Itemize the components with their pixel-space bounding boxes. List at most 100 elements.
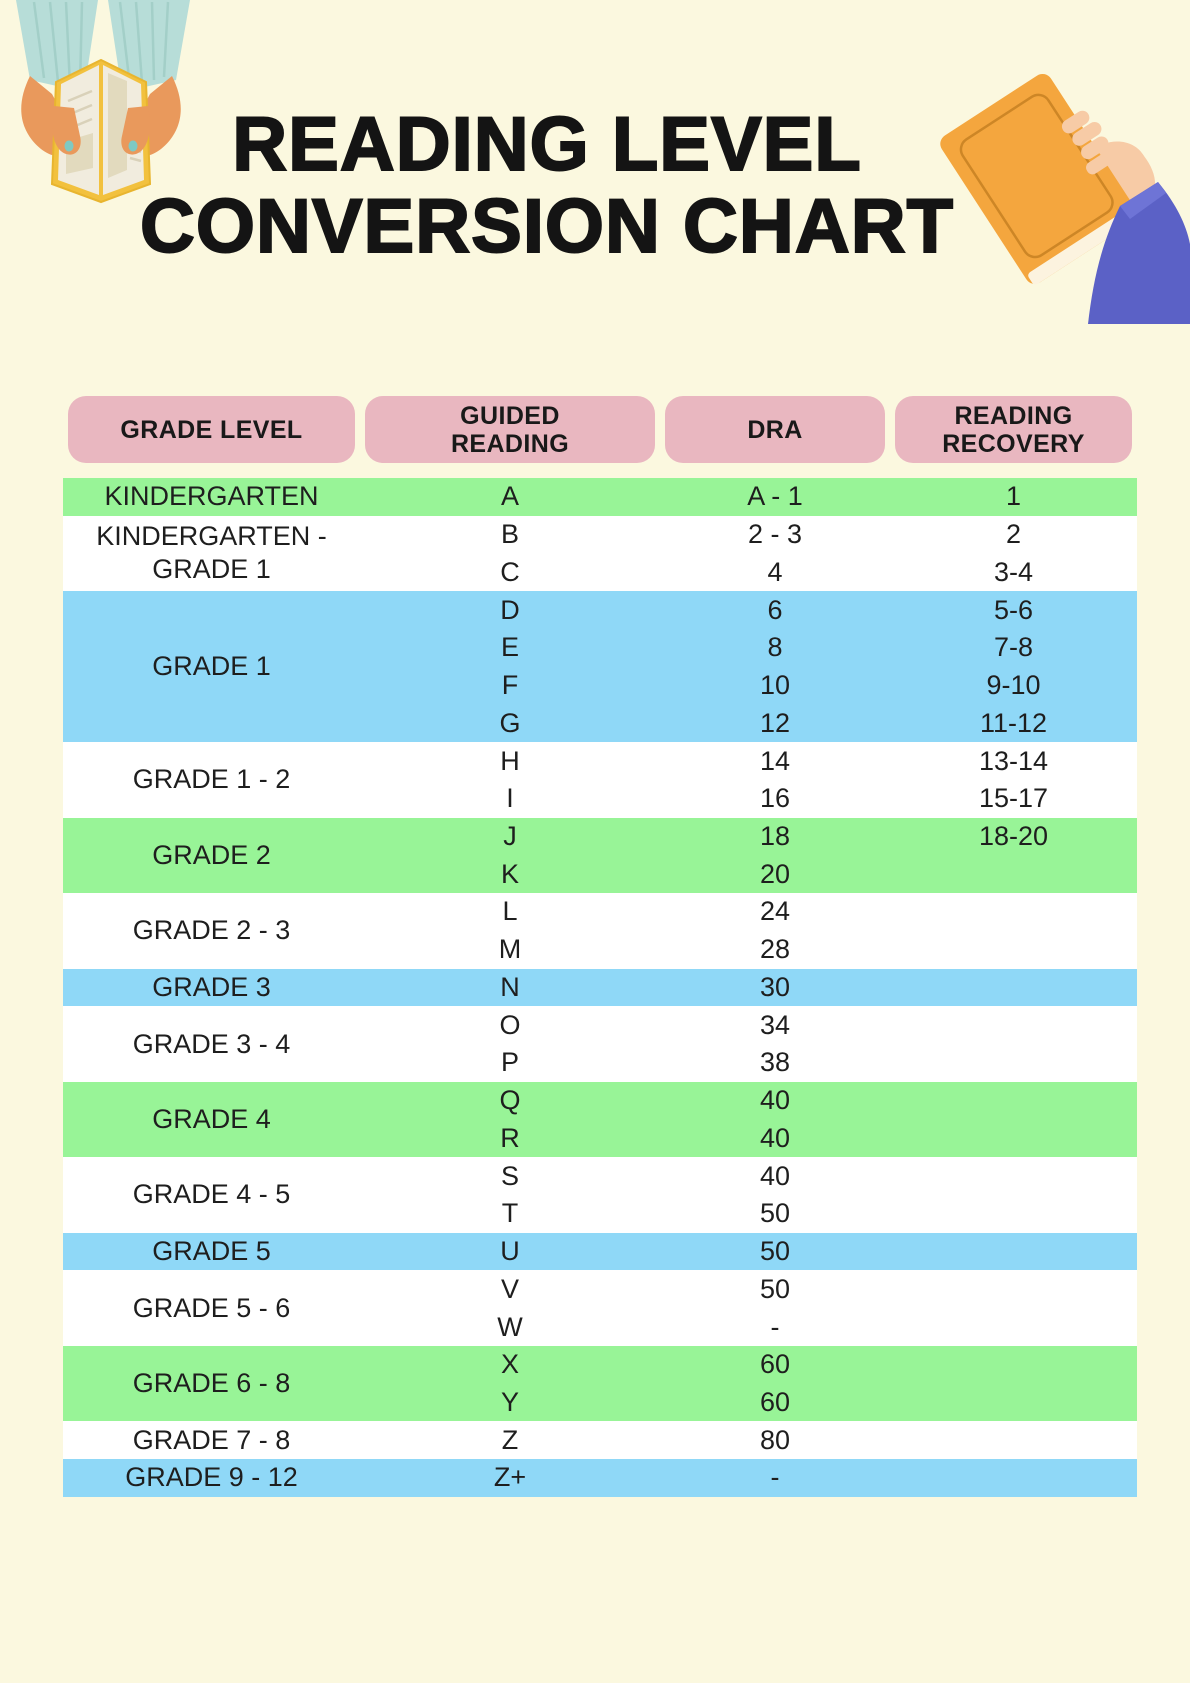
guided-reading-value: T bbox=[501, 1198, 519, 1229]
grade-level-label: GRADE 3 bbox=[152, 971, 271, 1002]
grade-cell: GRADE 2 - 3 bbox=[63, 893, 360, 968]
page-title: READING LEVEL CONVERSION CHART bbox=[0, 102, 1094, 269]
guided-reading-column: Z+ bbox=[360, 1459, 660, 1497]
guided-reading-value: C bbox=[500, 556, 520, 587]
table-group: GRADE 3 - 4 O P 34 38 bbox=[63, 1006, 1137, 1082]
reading-recovery-value: 1 bbox=[1005, 481, 1022, 512]
grade-cell: GRADE 5 bbox=[63, 1233, 360, 1271]
reading-recovery-column bbox=[890, 1082, 1137, 1157]
reading-recovery-value: 13-14 bbox=[978, 745, 1049, 776]
guided-reading-value: P bbox=[500, 1047, 519, 1078]
table-group: GRADE 4 - 5 S T 40 50 bbox=[63, 1157, 1137, 1233]
dra-value: 20 bbox=[759, 858, 791, 889]
hand-holding-book-illustration bbox=[940, 73, 1190, 324]
reading-recovery-value bbox=[890, 1459, 1137, 1497]
dra-column: 80 bbox=[660, 1421, 890, 1459]
dra-column: 6 8 10 12 bbox=[660, 591, 890, 742]
reading-recovery-column: 18-20 bbox=[890, 818, 1137, 893]
dra-column: A - 1 bbox=[660, 478, 890, 516]
dra-value: 30 bbox=[759, 971, 791, 1002]
grade-level-label: GRADE 1 - 2 bbox=[132, 764, 291, 795]
dra-column: 50 - bbox=[660, 1270, 890, 1345]
guided-reading-column: U bbox=[360, 1233, 660, 1271]
header-grade-level: GRADE LEVEL bbox=[68, 396, 355, 463]
grade-cell: GRADE 3 bbox=[63, 969, 360, 1007]
hands-holding-open-book-illustration bbox=[16, 0, 190, 204]
reading-recovery-value: 11-12 bbox=[979, 707, 1048, 738]
guided-reading-value: I bbox=[506, 783, 514, 814]
dra-value: 2 - 3 bbox=[747, 519, 803, 550]
guided-reading-value: L bbox=[502, 896, 518, 927]
reading-recovery-value: 15-17 bbox=[978, 783, 1049, 814]
reading-recovery-column: 5-6 7-8 9-10 11-12 bbox=[890, 591, 1137, 742]
reading-recovery-value bbox=[890, 1082, 1137, 1120]
reading-recovery-value: 9-10 bbox=[986, 670, 1041, 701]
reading-recovery-value bbox=[890, 1308, 1137, 1346]
reading-recovery-column bbox=[890, 893, 1137, 968]
grade-level-label: GRADE 4 - 5 bbox=[132, 1179, 291, 1210]
dra-column: 24 28 bbox=[660, 893, 890, 968]
dra-value: 28 bbox=[759, 934, 791, 965]
title-line-1: READING LEVEL bbox=[231, 102, 862, 187]
table-group: GRADE 9 - 12 Z+ - bbox=[63, 1459, 1137, 1497]
reading-recovery-column bbox=[890, 1157, 1137, 1232]
reading-recovery-column: 13-14 15-17 bbox=[890, 742, 1137, 817]
dra-value: 80 bbox=[759, 1424, 791, 1455]
dra-value: 40 bbox=[759, 1160, 791, 1191]
grade-cell: KINDERGARTEN bbox=[63, 478, 360, 516]
table-group: KINDERGARTEN A A - 1 1 bbox=[63, 478, 1137, 516]
table-group: GRADE 5 U 50 bbox=[63, 1232, 1137, 1271]
guided-reading-column: N bbox=[360, 969, 660, 1007]
reading-recovery-value bbox=[890, 1384, 1137, 1422]
grade-level-label: GRADE 5 - 6 bbox=[132, 1292, 291, 1323]
reading-recovery-column bbox=[890, 1270, 1137, 1345]
table-group: GRADE 1 D E F G 6 8 10 12 5-6 7-8 9-10 11-12 bbox=[63, 591, 1137, 743]
header-reading-recovery: READING RECOVERY bbox=[895, 396, 1132, 463]
reading-recovery-value: 3-4 bbox=[993, 556, 1034, 587]
reading-recovery-value bbox=[890, 1270, 1137, 1308]
reading-recovery-column bbox=[890, 1459, 1137, 1497]
guided-reading-value: F bbox=[501, 670, 519, 701]
grade-cell: KINDERGARTEN - GRADE 1 bbox=[63, 516, 360, 591]
dra-column: 2 - 3 4 bbox=[660, 516, 890, 591]
guided-reading-value: W bbox=[497, 1311, 523, 1342]
conversion-table-body: KINDERGARTEN A A - 1 1 KINDERGARTEN - GRADE … bbox=[63, 478, 1137, 1497]
table-group: GRADE 4 Q R 40 40 bbox=[63, 1081, 1137, 1158]
grade-level-label: GRADE 6 - 8 bbox=[132, 1368, 291, 1399]
dra-column: 34 38 bbox=[660, 1006, 890, 1081]
dra-value: 50 bbox=[759, 1273, 791, 1304]
guided-reading-value: G bbox=[499, 707, 521, 738]
grade-cell: GRADE 6 - 8 bbox=[63, 1346, 360, 1421]
guided-reading-column: Z bbox=[360, 1421, 660, 1459]
header-grade-level-label: GRADE LEVEL bbox=[120, 415, 303, 444]
grade-level-label: KINDERGARTEN - GRADE 1 bbox=[96, 521, 327, 585]
dra-column: 40 50 bbox=[660, 1157, 890, 1232]
grade-level-label: GRADE 7 - 8 bbox=[132, 1424, 291, 1455]
dra-value: 50 bbox=[759, 1198, 791, 1229]
reading-recovery-value bbox=[890, 855, 1137, 893]
guided-reading-value: V bbox=[500, 1273, 519, 1304]
reading-recovery-column bbox=[890, 1421, 1137, 1459]
reading-recovery-value bbox=[890, 1006, 1137, 1044]
dra-value: 12 bbox=[759, 707, 791, 738]
dra-column: 40 40 bbox=[660, 1082, 890, 1157]
guided-reading-value: N bbox=[500, 971, 520, 1002]
guided-reading-value: A bbox=[500, 481, 519, 512]
grade-level-label: KINDERGARTEN bbox=[104, 481, 319, 512]
reading-recovery-column bbox=[890, 1346, 1137, 1421]
guided-reading-column: A bbox=[360, 478, 660, 516]
reading-recovery-column bbox=[890, 969, 1137, 1007]
guided-reading-value: U bbox=[500, 1236, 520, 1267]
dra-value: 16 bbox=[759, 783, 791, 814]
reading-recovery-value bbox=[890, 969, 1137, 1007]
guided-reading-value: D bbox=[500, 594, 520, 625]
guided-reading-value: K bbox=[500, 858, 519, 889]
reading-recovery-value bbox=[890, 1119, 1137, 1157]
